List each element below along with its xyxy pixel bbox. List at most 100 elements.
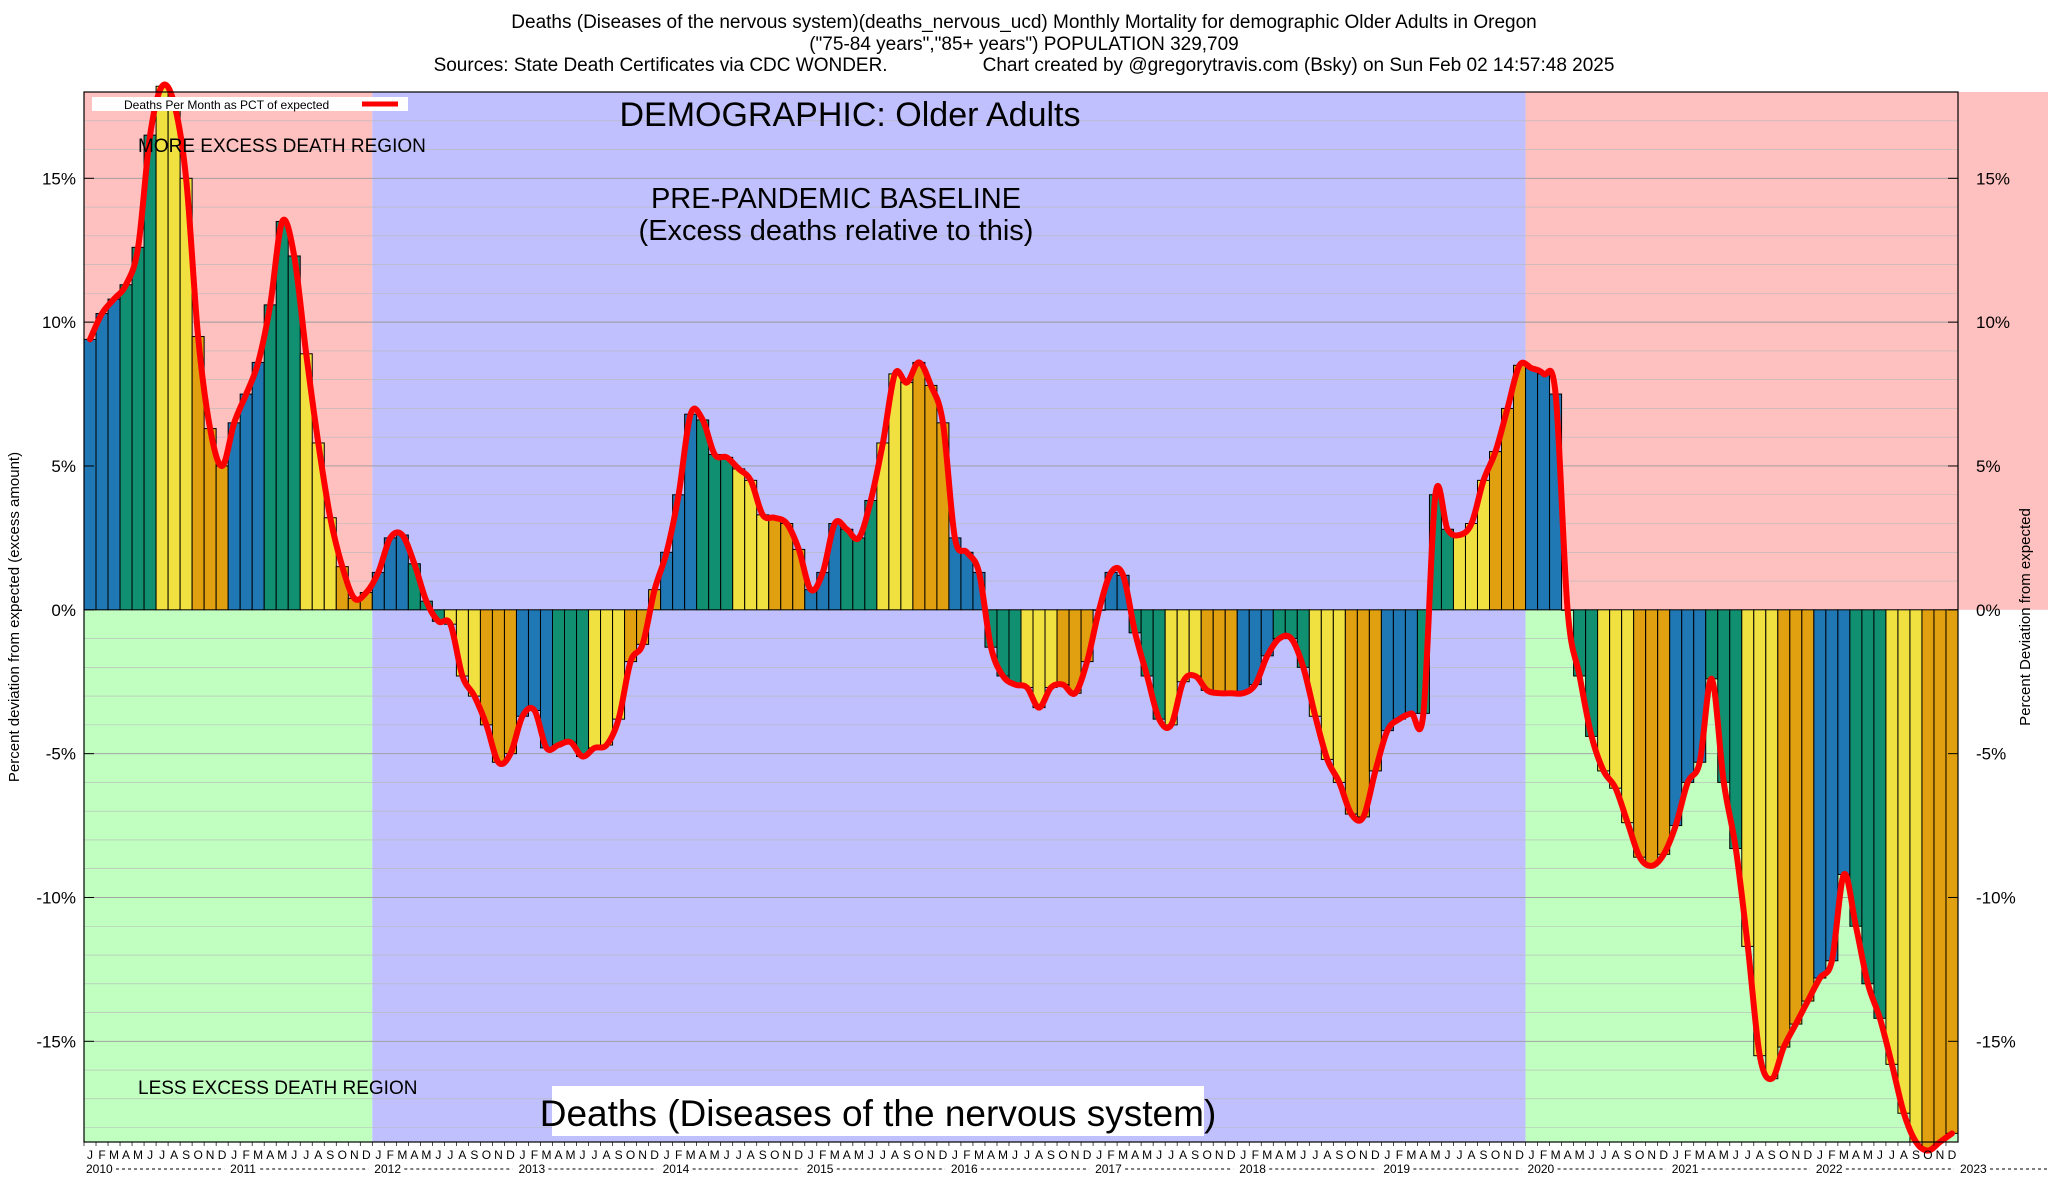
x-month-label: F: [675, 1148, 682, 1162]
less-region-label: LESS EXCESS DEATH REGION: [138, 1078, 417, 1099]
bar: [167, 103, 181, 611]
x-month-label: N: [1359, 1148, 1368, 1162]
x-month-label: J: [1240, 1148, 1246, 1162]
x-month-label: A: [458, 1148, 466, 1162]
x-month-label: D: [1371, 1148, 1380, 1162]
x-month-label: O: [1347, 1148, 1356, 1162]
x-month-label: D: [1948, 1148, 1957, 1162]
x-month-label: N: [1503, 1148, 1512, 1162]
chart-subtitle: ("75-84 years","85+ years") POPULATION 3…: [809, 34, 1239, 55]
x-month-label: J: [1529, 1148, 1535, 1162]
x-month-label: J: [952, 1148, 958, 1162]
bar: [131, 246, 145, 611]
x-month-label: J: [1168, 1148, 1174, 1162]
bar: [251, 361, 265, 611]
bar: [1753, 609, 1767, 1057]
x-year-label: 2023: [1960, 1162, 1987, 1176]
x-month-label: N: [206, 1148, 215, 1162]
x-month-label: D: [1804, 1148, 1813, 1162]
x-month-label: J: [1601, 1148, 1607, 1162]
x-month-label: O: [1203, 1148, 1212, 1162]
x-month-label: F: [1684, 1148, 1691, 1162]
y-tick-label-left: 15%: [42, 169, 76, 188]
x-month-label: O: [338, 1148, 347, 1162]
x-month-label: A: [170, 1148, 178, 1162]
x-month-label: D: [1515, 1148, 1524, 1162]
bar: [708, 453, 722, 611]
x-month-label: S: [470, 1148, 478, 1162]
x-month-label: O: [1635, 1148, 1644, 1162]
x-year-label: 2015: [807, 1162, 834, 1176]
x-month-label: O: [626, 1148, 635, 1162]
bar: [1356, 609, 1370, 818]
bar: [1440, 528, 1454, 611]
x-month-label: O: [914, 1148, 923, 1162]
x-month-label: J: [447, 1148, 453, 1162]
x-month-label: M: [1575, 1148, 1585, 1162]
legend-box: [92, 97, 408, 111]
x-month-label: F: [531, 1148, 538, 1162]
bar: [1849, 609, 1863, 927]
y-tick-label-right: 10%: [1976, 313, 2010, 332]
x-month-label: S: [1335, 1148, 1343, 1162]
x-month-label: F: [819, 1148, 826, 1162]
bar: [756, 514, 770, 611]
x-month-label: M: [541, 1148, 551, 1162]
x-month-label: A: [1419, 1148, 1427, 1162]
x-month-label: J: [1733, 1148, 1739, 1162]
x-month-label: J: [580, 1148, 586, 1162]
x-month-label: J: [519, 1148, 525, 1162]
x-month-label: A: [1756, 1148, 1764, 1162]
x-month-label: M: [1118, 1148, 1128, 1162]
x-year-label: 2014: [663, 1162, 690, 1176]
baseline-label-line1: PRE-PANDEMIC BASELINE: [651, 183, 1021, 215]
bar: [1501, 407, 1515, 611]
bar: [576, 609, 590, 758]
bar: [1621, 609, 1635, 824]
x-year-label: 2020: [1528, 1162, 1555, 1176]
x-year-label: 2011: [230, 1162, 256, 1176]
x-month-label: D: [1227, 1148, 1236, 1162]
y-tick-label-right: 15%: [1976, 169, 2010, 188]
x-month-label: A: [1179, 1148, 1187, 1162]
x-month-label: M: [686, 1148, 696, 1162]
bar: [1344, 609, 1358, 815]
x-month-label: M: [1430, 1148, 1440, 1162]
bar: [1681, 609, 1695, 783]
x-month-label: J: [808, 1148, 814, 1162]
x-month-label: S: [326, 1148, 334, 1162]
x-month-label: A: [747, 1148, 755, 1162]
bar: [515, 609, 529, 717]
bar: [1008, 609, 1022, 686]
x-month-label: J: [1024, 1148, 1030, 1162]
x-month-label: D: [939, 1148, 948, 1162]
y-axis-title-right: Percent Deviation from expected: [2017, 508, 2034, 726]
x-month-label: O: [1491, 1148, 1500, 1162]
x-year-label: 2019: [1383, 1162, 1410, 1176]
x-month-label: M: [1695, 1148, 1705, 1162]
y-axis-title-left: Percent deviation from expected (excess …: [6, 452, 23, 782]
x-month-label: J: [724, 1148, 730, 1162]
x-month-label: J: [159, 1148, 165, 1162]
x-month-label: F: [1540, 1148, 1547, 1162]
bar: [1032, 609, 1046, 709]
bar: [95, 313, 109, 611]
x-year-label: 2021: [1672, 1162, 1699, 1176]
x-month-label: S: [759, 1148, 767, 1162]
series-line: [87, 81, 1955, 1154]
x-month-label: D: [794, 1148, 803, 1162]
bar: [732, 468, 746, 611]
x-month-label: A: [1564, 1148, 1572, 1162]
x-month-label: J: [1444, 1148, 1450, 1162]
y-tick-label-left: -15%: [36, 1032, 76, 1051]
bar: [1236, 609, 1250, 694]
bar: [1921, 609, 1935, 1152]
x-month-label: J: [1745, 1148, 1751, 1162]
bar: [1945, 609, 1959, 1134]
x-month-label: J: [87, 1148, 93, 1162]
x-month-label: A: [122, 1148, 130, 1162]
bar: [1176, 609, 1190, 683]
x-year-label: 2012: [374, 1162, 401, 1176]
bar: [83, 338, 97, 611]
x-month-label: N: [350, 1148, 359, 1162]
